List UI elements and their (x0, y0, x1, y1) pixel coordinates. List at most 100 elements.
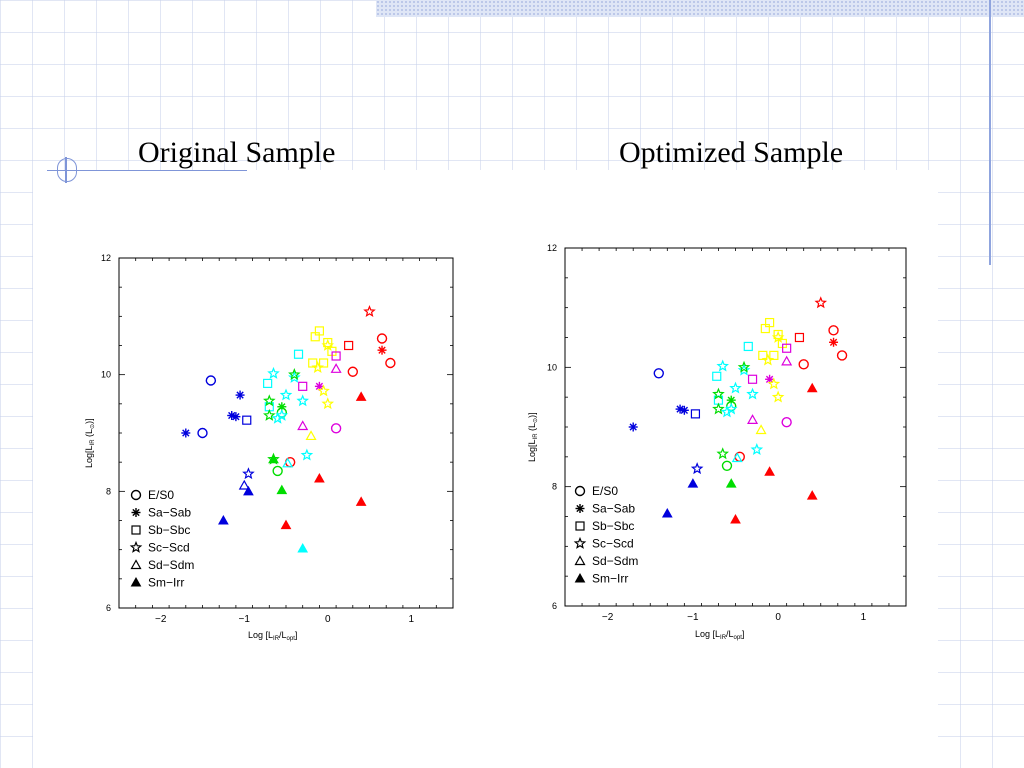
data-point-triangle-filled (687, 478, 699, 488)
data-point-asterisk (765, 374, 775, 384)
legend-label: E/S0 (148, 488, 174, 502)
legend-label: Sa−Sab (592, 502, 635, 516)
data-point-circle (385, 357, 396, 369)
data-point-star (771, 330, 785, 343)
data-point-square (764, 317, 775, 328)
data-point-triangle-filled (806, 490, 818, 500)
right-chart-title: Optimized Sample (619, 136, 844, 169)
data-point-star (771, 390, 785, 403)
data-point-triangle-filled (297, 542, 309, 553)
legend-label: Sd−Sdm (592, 554, 638, 568)
data-point-square (794, 332, 805, 343)
legend-label: E/S0 (592, 484, 618, 498)
x-tick-label: −2 (602, 612, 614, 623)
data-point-asterisk (628, 422, 638, 432)
data-point-square (263, 378, 273, 389)
x-axis-label: Log [LIR/Lopt] (695, 629, 744, 641)
data-point-star (279, 388, 293, 401)
y-axis-label: Log[LIR (L⊙)] (527, 412, 539, 462)
data-point-square (293, 349, 304, 359)
data-point-square (747, 374, 758, 384)
y-tick-label: 6 (106, 603, 111, 613)
data-point-triangle-open (747, 414, 759, 424)
data-point-star (275, 408, 289, 421)
y-tick-label: 6 (552, 601, 557, 611)
data-point-circle (798, 359, 809, 370)
data-point-star (300, 448, 314, 461)
x-tick-label: −2 (155, 614, 167, 625)
data-point-star (746, 387, 759, 400)
data-point-circle (721, 460, 733, 471)
data-point-star (724, 402, 738, 415)
legend-label: Sb−Sbc (592, 519, 634, 533)
data-point-star (716, 447, 730, 460)
legend-marker-triangle-filled (574, 572, 586, 583)
data-point-star (363, 305, 376, 318)
data-point-triangle-open (305, 430, 317, 441)
data-point-asterisk (679, 405, 689, 415)
x-tick-label: 0 (325, 614, 331, 625)
x-tick-label: 0 (775, 612, 781, 623)
data-point-triangle-filled (725, 478, 737, 488)
data-point-triangle-filled (764, 466, 775, 476)
data-point-star (321, 338, 335, 351)
data-point-circle (653, 368, 664, 379)
top-decorative-band (376, 0, 1024, 17)
data-point-triangle-filled (243, 485, 254, 496)
data-point-circle (781, 417, 792, 428)
data-point-square (712, 371, 722, 381)
data-point-asterisk (829, 337, 839, 347)
data-point-star (737, 363, 751, 376)
data-point-triangle-filled (218, 514, 229, 525)
data-point-circle (197, 427, 208, 439)
data-point-circle (347, 366, 358, 377)
data-point-circle (828, 325, 839, 336)
data-point-square (308, 358, 318, 368)
legend-marker-square (131, 525, 141, 535)
data-point-circle (330, 423, 342, 434)
right-decorative-line (989, 0, 991, 265)
x-tick-label: 1 (408, 614, 414, 625)
data-point-star (729, 381, 742, 394)
legend-label: Sm−Irr (592, 572, 628, 586)
y-tick-label: 8 (106, 486, 111, 496)
x-tick-label: −1 (687, 612, 699, 623)
data-point-circle (272, 465, 283, 477)
legend-marker-circle (574, 485, 586, 497)
y-tick-label: 12 (547, 243, 557, 253)
data-point-star (267, 366, 280, 379)
data-point-triangle-open (781, 355, 793, 366)
data-point-star (296, 394, 309, 407)
data-point-square (242, 415, 252, 425)
data-point-star (321, 397, 335, 410)
data-point-star (712, 387, 725, 400)
data-point-asterisk (231, 412, 241, 422)
data-point-asterisk (181, 428, 191, 438)
data-point-star (288, 368, 301, 381)
data-point-star (767, 377, 781, 390)
data-point-triangle-filled (268, 453, 279, 464)
data-point-triangle-filled (280, 519, 292, 530)
data-point-star (311, 361, 325, 374)
data-point-square (318, 358, 329, 368)
data-point-star (720, 405, 734, 418)
data-point-square (331, 351, 341, 361)
data-point-star (716, 359, 730, 372)
x-axis-label: Log [LIR/Lopt] (248, 630, 297, 642)
data-point-triangle-open (731, 452, 743, 463)
y-tick-label: 10 (547, 362, 557, 372)
data-point-triangle-filled (355, 391, 367, 401)
data-point-star (263, 394, 276, 407)
data-point-star (271, 411, 284, 424)
data-point-square (782, 343, 792, 353)
legend-marker-triangle-open (130, 559, 142, 570)
data-point-square (743, 341, 753, 352)
data-point-square (314, 326, 324, 336)
legend-label: Sa−Sab (148, 506, 191, 520)
content-area (33, 170, 938, 768)
data-point-star (317, 384, 330, 397)
legend-label: Sc−Scd (592, 537, 634, 551)
data-point-triangle-open (755, 424, 767, 435)
